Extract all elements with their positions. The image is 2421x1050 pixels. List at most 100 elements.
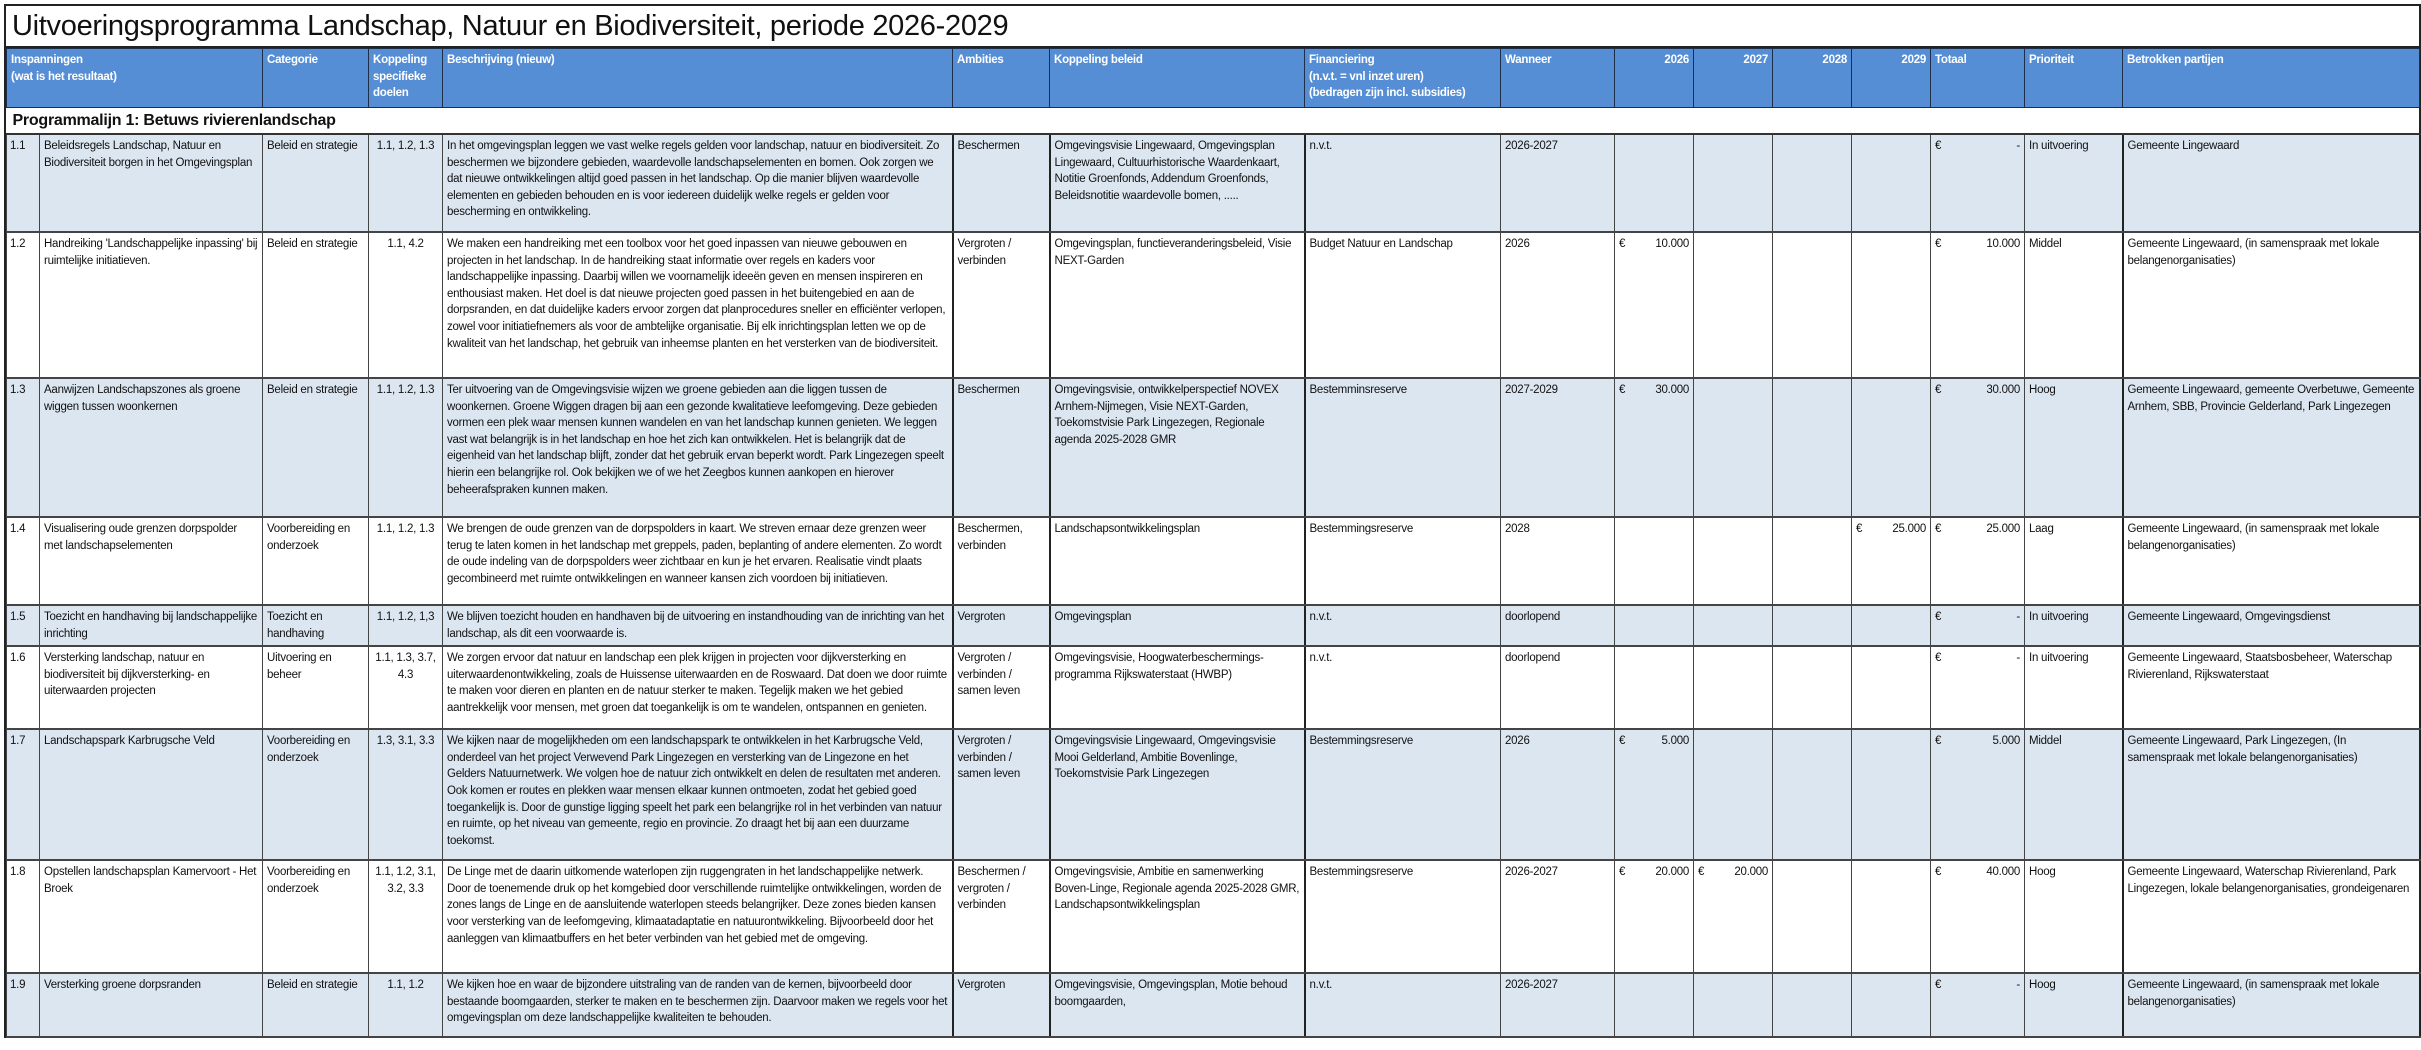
cell-categorie[interactable]: Beleid en strategie	[262, 972, 370, 1039]
cell-financiering[interactable]: Budget Natuur en Landschap	[1303, 231, 1502, 379]
header-wanneer[interactable]: Wanneer	[1500, 48, 1616, 108]
cell-categorie[interactable]: Voorbereiding en onderzoek	[262, 516, 370, 606]
cell-2028[interactable]	[1772, 133, 1853, 233]
cell-koppeling-doelen[interactable]: 1.3, 3.1, 3.3	[368, 728, 444, 862]
cell-inspanning[interactable]: Aanwijzen Landschapszones als groene wig…	[38, 377, 264, 518]
cell-koppeling-doelen[interactable]: 1.1, 4.2	[368, 231, 444, 379]
cell-prioriteit[interactable]: Middel	[2024, 728, 2124, 862]
cell-2028[interactable]	[1772, 859, 1853, 975]
cell-betrokken-partijen[interactable]: Gemeente Lingewaard	[2121, 133, 2421, 233]
cell-inspanning[interactable]: Opstellen landschapsplan Kamervoort - He…	[38, 859, 264, 975]
cell-categorie[interactable]: Voorbereiding en onderzoek	[262, 728, 370, 862]
cell-2026[interactable]	[1614, 516, 1695, 606]
cell-beschrijving[interactable]: We blijven toezicht houden en handhaven …	[442, 604, 954, 648]
cell-financiering[interactable]: n.v.t.	[1303, 972, 1502, 1039]
cell-2026[interactable]: €5.000	[1614, 728, 1695, 862]
header-ambities[interactable]: Ambities	[952, 48, 1051, 108]
cell-koppeling-beleid[interactable]: Omgevingsplan	[1048, 604, 1306, 648]
cell-2029[interactable]	[1851, 972, 1932, 1039]
cell-koppeling-beleid[interactable]: Omgevingsvisie, Omgevingsplan, Motie beh…	[1048, 972, 1306, 1039]
cell-categorie[interactable]: Voorbereiding en onderzoek	[262, 859, 370, 975]
cell-ambities[interactable]: Vergroten / verbinden	[951, 231, 1051, 379]
cell-prioriteit[interactable]: In uitvoering	[2024, 604, 2124, 648]
cell-ambities[interactable]: Beschermen, verbinden	[951, 516, 1051, 606]
cell-inspanning[interactable]: Versterking landschap, natuur en biodive…	[38, 645, 264, 731]
cell-koppeling-beleid[interactable]: Omgevingsvisie Lingewaard, Omgevingsvisi…	[1048, 728, 1306, 862]
cell-financiering[interactable]: Bestemminsreserve	[1303, 377, 1502, 518]
cell-betrokken-partijen[interactable]: Gemeente Lingewaard, Park Lingezegen, (I…	[2121, 728, 2421, 862]
cell-inspanning[interactable]: Toezicht en handhaving bij landschappeli…	[38, 604, 264, 648]
cell-wanneer[interactable]: 2026-2027	[1500, 133, 1616, 233]
cell-prioriteit[interactable]: Hoog	[2024, 859, 2124, 975]
cell-koppeling-doelen[interactable]: 1.1, 1.2, 1,3	[368, 604, 444, 648]
cell-2026[interactable]	[1614, 972, 1695, 1039]
cell-inspanning[interactable]: Handreiking 'Landschappelijke inpassing'…	[38, 231, 264, 379]
cell-totaal[interactable]: € -	[1930, 133, 2026, 233]
cell-2027[interactable]	[1693, 133, 1774, 233]
cell-nr[interactable]: 1.7	[6, 728, 40, 862]
cell-nr[interactable]: 1.2	[6, 231, 40, 379]
cell-nr[interactable]: 1.3	[6, 377, 40, 518]
cell-wanneer[interactable]: 2026	[1500, 728, 1616, 862]
cell-financiering[interactable]: n.v.t.	[1303, 645, 1502, 731]
cell-totaal[interactable]: € -	[1930, 604, 2026, 648]
cell-wanneer[interactable]: 2028	[1500, 516, 1616, 606]
cell-beschrijving[interactable]: We brengen de oude grenzen van de dorpsp…	[442, 516, 954, 606]
cell-2029[interactable]	[1851, 645, 1932, 731]
cell-koppeling-beleid[interactable]: Omgevingsvisie, ontwikkelperspectief NOV…	[1048, 377, 1306, 518]
cell-2029[interactable]	[1851, 859, 1932, 975]
cell-2029[interactable]	[1851, 133, 1932, 233]
cell-2027[interactable]	[1693, 728, 1774, 862]
cell-koppeling-doelen[interactable]: 1.1, 1.2	[368, 972, 444, 1039]
cell-betrokken-partijen[interactable]: Gemeente Lingewaard, (in samenspraak met…	[2121, 516, 2421, 606]
cell-2028[interactable]	[1772, 728, 1853, 862]
cell-koppeling-doelen[interactable]: 1.1, 1.2, 1.3	[368, 133, 444, 233]
cell-2026[interactable]: €20.000	[1614, 859, 1695, 975]
cell-beschrijving[interactable]: We zorgen ervoor dat natuur en landschap…	[442, 645, 954, 731]
cell-koppeling-doelen[interactable]: 1.1, 1.3, 3.7, 4.3	[368, 645, 444, 731]
cell-beschrijving[interactable]: De Linge met de daarin uitkomende waterl…	[442, 859, 954, 975]
cell-categorie[interactable]: Uitvoering en beheer	[262, 645, 370, 731]
cell-financiering[interactable]: Bestemmingsreserve	[1303, 859, 1502, 975]
cell-2026[interactable]	[1614, 604, 1695, 648]
cell-totaal[interactable]: €10.000	[1930, 231, 2026, 379]
cell-2029[interactable]	[1851, 604, 1932, 648]
header-betrokken-partijen[interactable]: Betrokken partijen	[2122, 48, 2421, 108]
header-categorie[interactable]: Categorie	[262, 48, 370, 108]
cell-koppeling-doelen[interactable]: 1.1, 1.2, 1.3	[368, 516, 444, 606]
header-2026[interactable]: 2026	[1614, 48, 1695, 108]
header-koppeling-beleid[interactable]: Koppeling beleid	[1049, 48, 1306, 108]
cell-koppeling-beleid[interactable]: Omgevingsplan, functieveranderingsbeleid…	[1048, 231, 1306, 379]
cell-inspanning[interactable]: Beleidsregels Landschap, Natuur en Biodi…	[38, 133, 264, 233]
header-inspanningen[interactable]: Inspanningen (wat is het resultaat)	[5, 48, 264, 108]
cell-categorie[interactable]: Beleid en strategie	[262, 133, 370, 233]
cell-totaal[interactable]: € -	[1930, 972, 2026, 1039]
cell-nr[interactable]: 1.8	[6, 859, 40, 975]
cell-totaal[interactable]: €40.000	[1930, 859, 2026, 975]
cell-prioriteit[interactable]: Laag	[2024, 516, 2124, 606]
cell-2029[interactable]	[1851, 377, 1932, 518]
cell-2028[interactable]	[1772, 604, 1853, 648]
cell-2028[interactable]	[1772, 516, 1853, 606]
cell-beschrijving[interactable]: In het omgevingsplan leggen we vast welk…	[442, 133, 954, 233]
cell-nr[interactable]: 1.4	[6, 516, 40, 606]
cell-totaal[interactable]: €5.000	[1930, 728, 2026, 862]
cell-2028[interactable]	[1772, 377, 1853, 518]
cell-prioriteit[interactable]: In uitvoering	[2024, 645, 2124, 731]
cell-prioriteit[interactable]: Hoog	[2024, 972, 2124, 1039]
cell-koppeling-beleid[interactable]: Landschapsontwikkelingsplan	[1048, 516, 1306, 606]
cell-inspanning[interactable]: Versterking groene dorpsranden	[38, 972, 264, 1039]
cell-2027[interactable]	[1693, 516, 1774, 606]
cell-ambities[interactable]: Beschermen	[951, 133, 1051, 233]
cell-wanneer[interactable]: 2026-2027	[1500, 972, 1616, 1039]
cell-2029[interactable]	[1851, 231, 1932, 379]
cell-inspanning[interactable]: Visualisering oude grenzen dorpspolder m…	[38, 516, 264, 606]
cell-beschrijving[interactable]: We maken een handreiking met een toolbox…	[442, 231, 954, 379]
cell-koppeling-doelen[interactable]: 1.1, 1.2, 3.1, 3.2, 3.3	[368, 859, 444, 975]
cell-2027[interactable]	[1693, 231, 1774, 379]
cell-wanneer[interactable]: doorlopend	[1500, 645, 1616, 731]
cell-2029[interactable]	[1851, 728, 1932, 862]
cell-beschrijving[interactable]: We kijken hoe en waar de bijzondere uits…	[442, 972, 954, 1039]
cell-financiering[interactable]: n.v.t.	[1303, 604, 1502, 648]
cell-2027[interactable]	[1693, 645, 1774, 731]
